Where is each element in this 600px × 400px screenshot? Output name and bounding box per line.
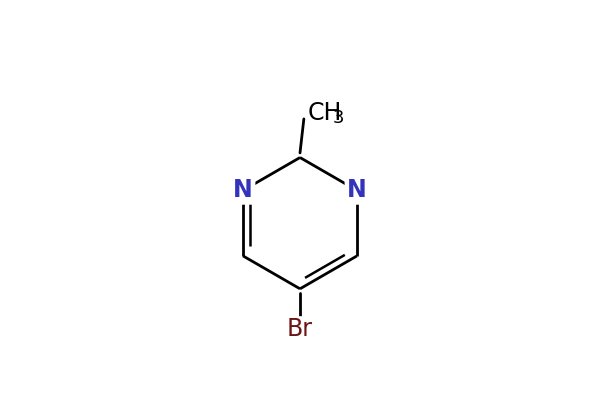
Text: CH: CH <box>308 101 342 125</box>
Text: Br: Br <box>287 317 313 341</box>
Text: 3: 3 <box>333 109 344 127</box>
Text: N: N <box>233 178 253 202</box>
Text: N: N <box>347 178 367 202</box>
